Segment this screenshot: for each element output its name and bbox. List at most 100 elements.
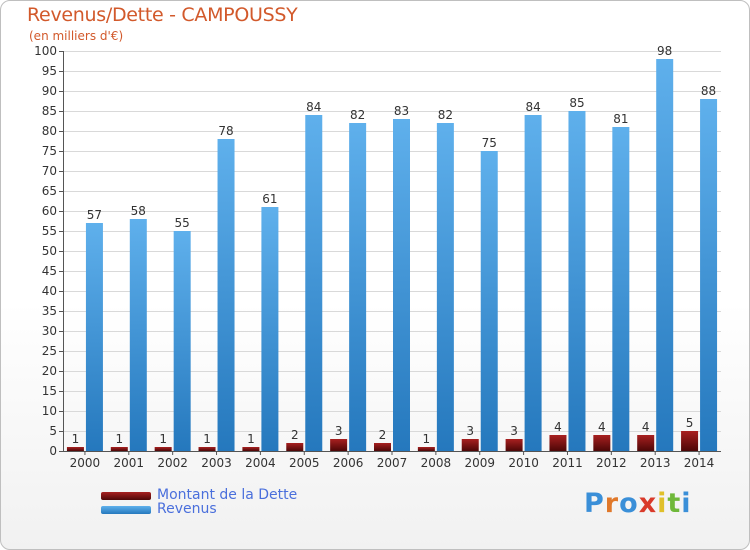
x-tick-label-2004: 2004 (245, 456, 276, 470)
bar-debt-2006 (330, 439, 348, 451)
y-tick-label: 60 (42, 204, 57, 218)
y-tick-label: 10 (42, 404, 57, 418)
data-label-debt-2002: 1 (159, 432, 167, 446)
x-tick-label-2003: 2003 (201, 456, 232, 470)
data-label-debt-2010: 3 (510, 424, 518, 438)
y-tick-label: 30 (42, 324, 57, 338)
x-tick-label-2007: 2007 (377, 456, 408, 470)
legend-item-debt: Montant de la Dette (101, 487, 361, 505)
legend-swatch-debt (101, 492, 151, 500)
data-label-revenue-2006: 82 (350, 108, 365, 122)
data-label-revenue-2007: 83 (394, 104, 409, 118)
bar-debt-2003 (198, 447, 216, 451)
x-tick-label-2010: 2010 (508, 456, 539, 470)
data-label-revenue-2012: 81 (613, 112, 628, 126)
x-tick-label-2008: 2008 (421, 456, 452, 470)
y-tick-label: 0 (49, 444, 57, 458)
data-label-debt-2005: 2 (291, 428, 299, 442)
data-label-revenue-2014: 88 (701, 84, 716, 98)
data-label-debt-2008: 1 (423, 432, 431, 446)
bar-revenue-2007 (393, 119, 410, 451)
bar-debt-2012 (593, 435, 611, 451)
bar-debt-2011 (549, 435, 567, 451)
data-label-revenue-2003: 78 (218, 124, 233, 138)
data-label-revenue-2008: 82 (438, 108, 453, 122)
bar-revenue-2011 (568, 111, 586, 451)
bar-debt-2009 (461, 439, 479, 451)
data-label-revenue-2011: 85 (569, 96, 584, 110)
logo-letter: o (619, 488, 639, 519)
bar-revenue-2005 (305, 115, 323, 451)
logo-letter: i (657, 488, 668, 519)
x-tick-label-2002: 2002 (157, 456, 188, 470)
data-label-revenue-2002: 55 (175, 216, 190, 230)
bar-revenue-2009 (480, 151, 498, 451)
axis-layer: 0510152025303540455055606570758085909510… (34, 44, 721, 470)
x-tick-label-2000: 2000 (70, 456, 101, 470)
x-tick-label-2001: 2001 (114, 456, 145, 470)
data-label-revenue-2000: 57 (87, 208, 102, 222)
y-tick-label: 40 (42, 284, 57, 298)
data-label-debt-2003: 1 (203, 432, 211, 446)
data-label-debt-2009: 3 (466, 424, 474, 438)
logo-letter: P (584, 488, 605, 519)
bar-debt-2005 (286, 443, 304, 451)
x-tick-label-2009: 2009 (464, 456, 495, 470)
bar-debt-2013 (637, 435, 655, 451)
bar-revenue-2013 (656, 59, 674, 451)
chart-title: Revenus/Dette - CAMPOUSSY (27, 4, 298, 26)
x-tick-label-2012: 2012 (596, 456, 627, 470)
x-tick-label-2005: 2005 (289, 456, 320, 470)
bar-revenue-2014 (700, 99, 718, 451)
y-tick-label: 15 (42, 384, 57, 398)
y-tick-label: 100 (34, 44, 57, 58)
bar-revenue-2000 (85, 223, 103, 451)
bar-revenue-2002 (173, 231, 191, 451)
legend-item-revenue: Revenus (101, 501, 361, 519)
data-label-debt-2014: 5 (686, 416, 694, 430)
y-tick-label: 65 (42, 184, 57, 198)
legend-swatch-revenue (101, 506, 151, 514)
bar-debt-2014 (681, 431, 699, 451)
logo-letter: i (681, 488, 692, 519)
bar-debt-2007 (374, 443, 391, 451)
bar-debt-2010 (505, 439, 523, 451)
chart-subtitle: (en milliers d'€) (29, 29, 124, 43)
data-label-debt-2013: 4 (642, 420, 650, 434)
bar-debt-2000 (66, 447, 84, 451)
bar-revenue-2003 (217, 139, 235, 451)
y-tick-label: 55 (42, 224, 57, 238)
x-tick-label-2013: 2013 (640, 456, 671, 470)
logo-letter: t (667, 488, 682, 519)
y-tick-label: 35 (42, 304, 57, 318)
bar-revenue-2008 (436, 123, 454, 451)
data-label-debt-2006: 3 (335, 424, 343, 438)
data-label-revenue-2004: 61 (262, 192, 277, 206)
bar-revenue-2006 (349, 123, 367, 451)
bar-revenue-2001 (129, 219, 147, 451)
y-tick-label: 85 (42, 104, 57, 118)
legend-label-revenue: Revenus (157, 501, 217, 517)
bar-debt-2001 (110, 447, 128, 451)
data-label-revenue-2005: 84 (306, 100, 321, 114)
proxiti-logo: Proxiti (584, 488, 692, 519)
data-label-revenue-2010: 84 (525, 100, 540, 114)
bar-debt-2004 (242, 447, 260, 451)
y-tick-label: 80 (42, 124, 57, 138)
bar-debt-2008 (417, 447, 435, 451)
label-layer: 1 57 1 58 1 55 1 78 1 61 2 84 3 82 2 83 1 82 3 75 3 84 4 85 4 81 4… (72, 44, 717, 446)
grid-layer (63, 51, 721, 452)
legend-label-debt: Montant de la Dette (157, 487, 298, 503)
data-label-debt-2001: 1 (115, 432, 123, 446)
y-tick-label: 95 (42, 64, 57, 78)
data-label-debt-2004: 1 (247, 432, 255, 446)
data-label-debt-2007: 2 (379, 428, 387, 442)
logo-letter: r (604, 488, 620, 519)
y-tick-label: 70 (42, 164, 57, 178)
x-tick-label-2011: 2011 (552, 456, 583, 470)
y-tick-label: 75 (42, 144, 57, 158)
logo-letter: x (638, 488, 658, 519)
data-label-debt-2012: 4 (598, 420, 606, 434)
